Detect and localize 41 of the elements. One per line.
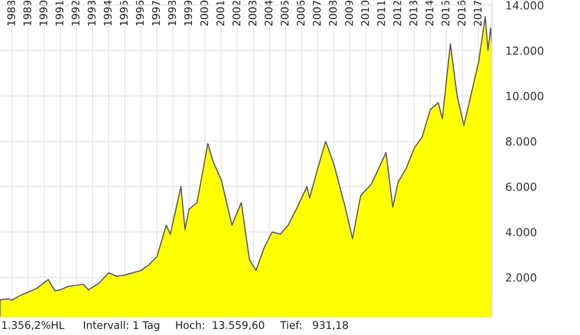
y-tick-label: 10.000 [506, 92, 544, 100]
x-tick-label: 1999 [184, 0, 192, 26]
x-tick-label: 1992 [72, 1, 80, 26]
y-tick-label: 8.000 [506, 137, 536, 146]
x-tick-label: 2011 [377, 0, 386, 26]
x-tick-label: 1998 [168, 0, 176, 26]
x-tick-label: 1993 [88, 0, 96, 26]
x-tick-label: 2014 [425, 0, 434, 26]
x-tick-label: 2006 [296, 0, 305, 26]
text: Intervall: 1 Tag [84, 320, 160, 331]
x-tick-label: 1990 [39, 0, 48, 26]
x-tick-label: 2016 [458, 0, 466, 26]
y-tick-label: 6.000 [506, 182, 536, 191]
x-tick-label: 1988 [7, 0, 16, 26]
x-tick-label: 2009 [345, 0, 353, 26]
x-tick-label: 1997 [152, 0, 160, 26]
y-tick-label: 14.000 [506, 1, 544, 10]
text: Tief: 931,18 [280, 320, 348, 330]
x-tick-label: 2005 [280, 0, 289, 26]
x-tick-label: 1995 [120, 0, 128, 26]
x-tick-label: 2000 [200, 0, 208, 26]
x-tick-label: 2001 [216, 0, 224, 26]
x-tick-label: 1994 [104, 0, 112, 26]
x-tick-label: 2012 [393, 1, 402, 26]
y-tick-label: 12.000 [506, 46, 544, 55]
x-tick-label: 1996 [136, 0, 144, 26]
x-tick-label: 1991 [56, 0, 64, 26]
x-tick-label: 2004 [264, 0, 272, 26]
x-tick-label: 2013 [409, 0, 418, 26]
x-tick-label: 2003 [248, 0, 256, 26]
x-tick-label: 2017 [474, 0, 482, 26]
y-tick-label: 2.000 [506, 273, 536, 282]
y-tick-label: 4.000 [506, 228, 536, 236]
x-tick-label: 2008 [328, 0, 337, 26]
x-tick-label: 2015 [442, 0, 450, 26]
text: 1.356,2%HL [2, 321, 64, 330]
x-tick-label: 1989 [23, 0, 32, 26]
x-tick-label: 2002 [232, 1, 240, 26]
text: Hoch: 13.559,60 [176, 320, 264, 330]
x-tick-label: 2007 [312, 0, 321, 26]
x-tick-label: 2010 [361, 0, 370, 26]
